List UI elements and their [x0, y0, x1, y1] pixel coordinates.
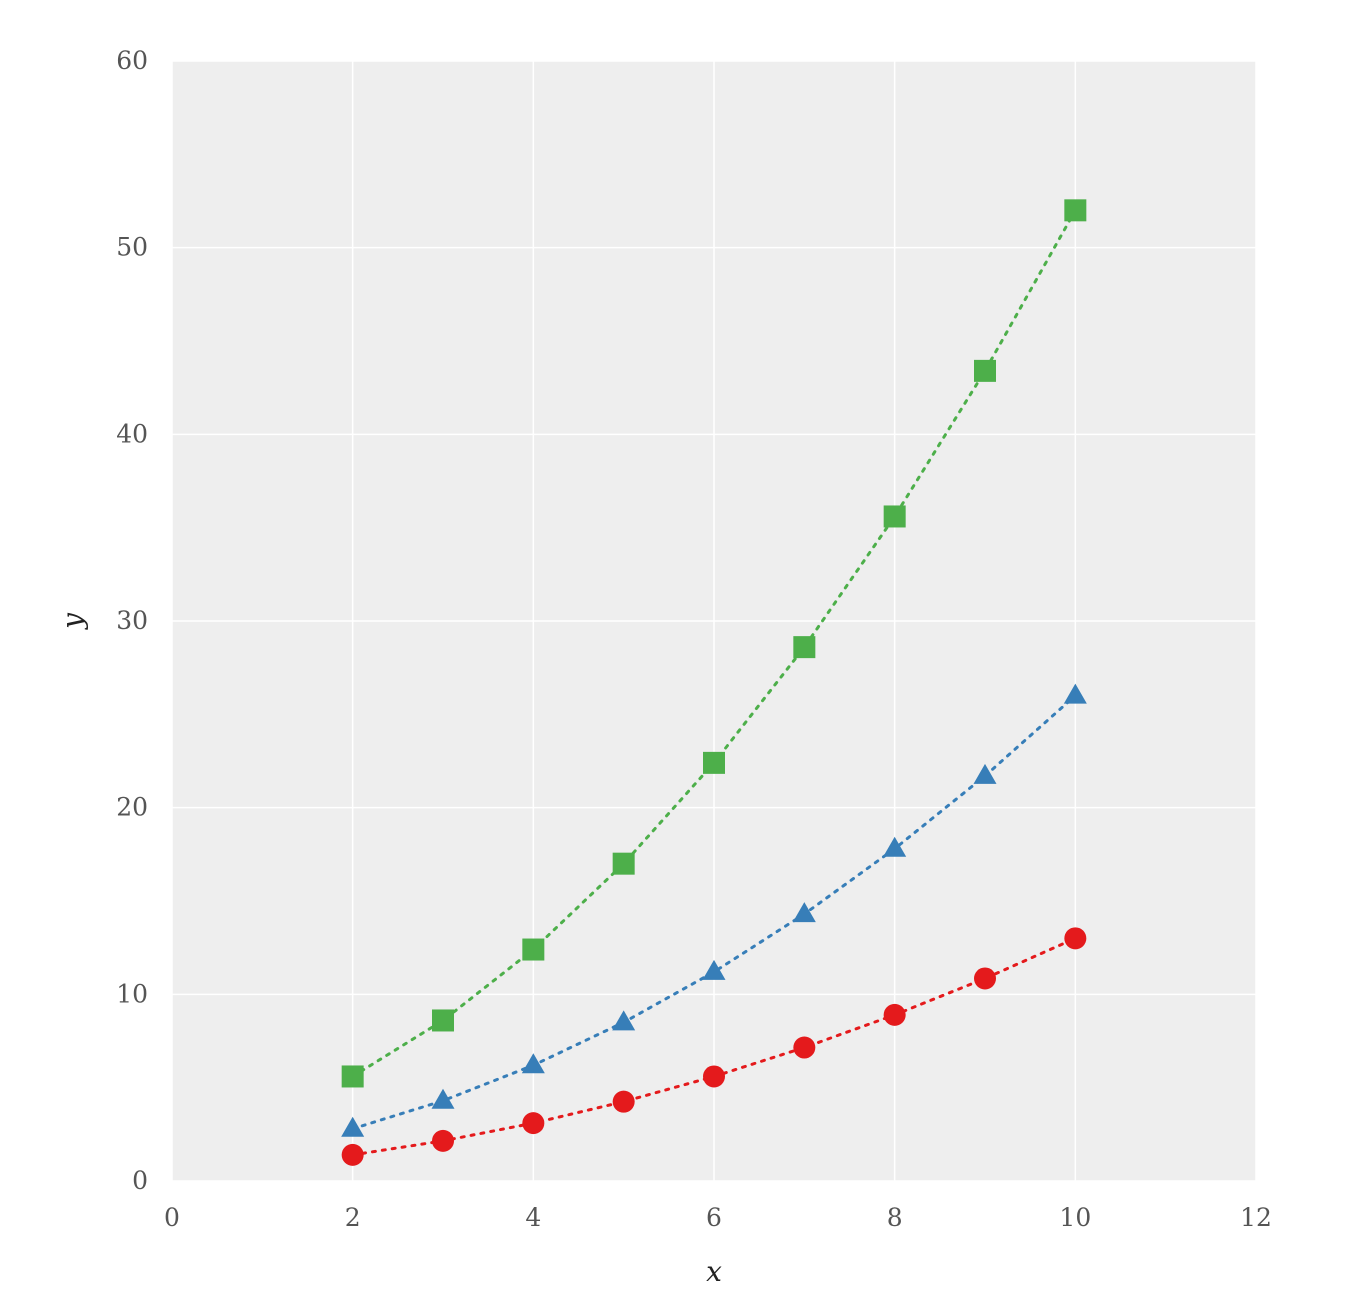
y-tick-label-5: 50	[116, 233, 148, 262]
data-point-circle-2	[522, 1112, 545, 1135]
x-tick-label-4: 8	[887, 1203, 903, 1232]
x-axis-label: x	[706, 1255, 722, 1288]
x-tick-label-5: 10	[1059, 1203, 1091, 1232]
y-axis-label: y	[56, 612, 89, 631]
y-tick-label-4: 40	[116, 419, 148, 448]
data-point-square-5	[793, 636, 816, 659]
y-tick-label-2: 20	[116, 793, 148, 822]
data-point-circle-7	[974, 967, 996, 990]
data-point-triangle-2	[521, 1053, 545, 1074]
data-point-square-4	[703, 751, 725, 774]
data-point-triangle-4	[702, 959, 726, 980]
y-tick-label-6: 60	[116, 46, 148, 75]
x-tick-label-2: 4	[525, 1203, 541, 1232]
data-point-circle-4	[703, 1065, 725, 1088]
data-point-circle-1	[432, 1129, 454, 1152]
series-layer	[341, 199, 1087, 1166]
data-point-circle-0	[341, 1143, 364, 1166]
x-tick-label-1: 2	[345, 1203, 361, 1232]
data-point-square-8	[1064, 199, 1087, 222]
data-point-square-7	[974, 359, 996, 382]
x-tick-label-3: 6	[706, 1203, 722, 1232]
series-square	[341, 199, 1087, 1088]
y-tick-label-0: 0	[132, 1166, 148, 1195]
series-circle	[341, 927, 1087, 1166]
data-point-square-6	[883, 505, 906, 528]
x-tick-label-0: 0	[164, 1203, 180, 1232]
y-tick-label-3: 30	[116, 606, 148, 635]
data-point-square-3	[612, 852, 635, 875]
data-point-circle-6	[883, 1003, 906, 1026]
data-point-triangle-0	[341, 1116, 365, 1137]
x-tick-label-6: 12	[1240, 1203, 1272, 1232]
data-point-triangle-7	[973, 763, 997, 784]
data-point-circle-3	[612, 1090, 635, 1113]
data-point-square-0	[341, 1065, 364, 1088]
grid-lines	[171, 60, 1257, 1182]
data-point-triangle-5	[792, 902, 816, 923]
series-line-triangle	[351, 694, 1077, 1131]
data-point-square-2	[522, 938, 545, 961]
data-point-triangle-3	[612, 1010, 636, 1031]
data-point-circle-5	[793, 1036, 816, 1059]
data-point-triangle-6	[883, 836, 907, 857]
data-point-circle-8	[1064, 927, 1087, 950]
tick-labels: 0 2 4 6 8 10 12 0 10 20 30 40 50 60	[116, 46, 1272, 1232]
data-point-triangle-1	[431, 1088, 455, 1109]
data-point-square-1	[432, 1009, 454, 1032]
series-triangle	[341, 683, 1087, 1137]
y-tick-label-1: 10	[116, 979, 148, 1008]
data-point-triangle-8	[1063, 683, 1087, 704]
